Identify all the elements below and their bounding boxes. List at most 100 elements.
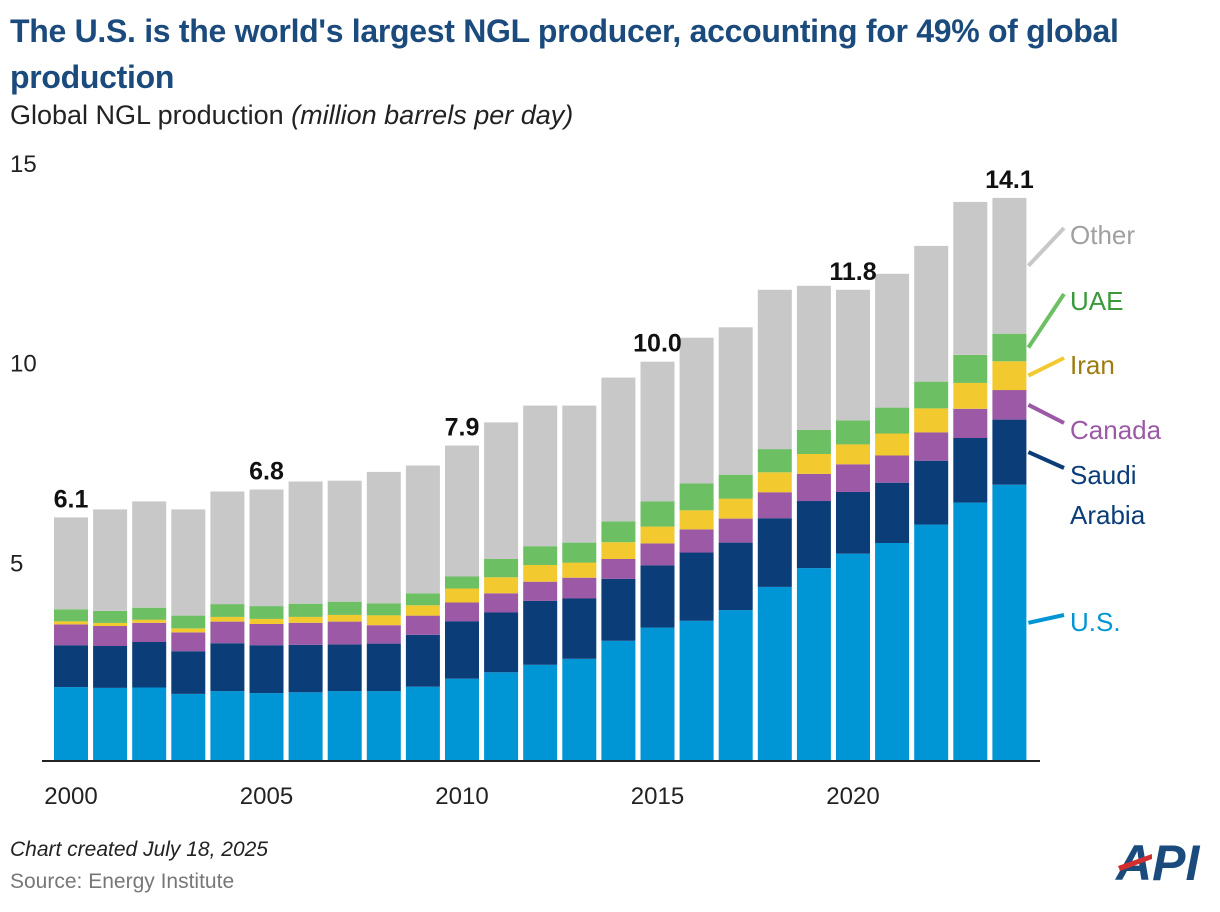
bar-segment-canada-2008	[366, 625, 401, 644]
bar-segment-uae-2014	[601, 521, 636, 543]
bar-segment-iran-2000	[54, 621, 88, 625]
bar-segment-other-2011	[484, 422, 519, 559]
bar-segment-other-2013	[562, 405, 597, 543]
bar-segment-canada-2020	[836, 464, 870, 492]
bar-segment-iran-2006	[288, 616, 323, 623]
bar-segment-us-2011	[484, 672, 519, 761]
bar-segment-uae-2007	[327, 601, 362, 615]
bar-segment-us-2021	[875, 543, 910, 761]
bar-segment-canada-2001	[93, 626, 128, 646]
x-tick-label-2005: 2005	[240, 783, 293, 810]
bar-segment-uae-2004	[210, 604, 245, 617]
bar-segment-iran-2017	[718, 498, 753, 519]
bar-segment-saudi-2023	[953, 437, 988, 503]
bar-segment-other-2006	[288, 481, 323, 604]
bar-segment-uae-2020	[836, 420, 870, 445]
bar-segment-saudi-2001	[93, 646, 128, 688]
x-tick-label-2020: 2020	[826, 783, 879, 810]
bar-segment-canada-2010	[445, 602, 479, 622]
chart-subtitle: Global NGL production (million barrels p…	[10, 100, 573, 131]
bar-segment-saudi-2008	[366, 643, 401, 692]
bar-segment-other-2004	[210, 491, 245, 605]
total-label-2005: 6.8	[249, 458, 284, 486]
bar-segment-iran-2012	[523, 564, 558, 582]
bar-segment-canada-2013	[562, 577, 597, 599]
bar-segment-other-2018	[757, 289, 792, 450]
bar-segment-us-2022	[914, 524, 949, 761]
bar-segment-us-2015	[640, 627, 675, 761]
bar-segment-iran-2015	[640, 526, 675, 544]
bar-segment-uae-2001	[93, 610, 128, 623]
legend-leader-uae	[1026, 292, 1066, 349]
bar-segment-uae-2018	[757, 449, 792, 473]
total-label-2024: 14.1	[985, 166, 1034, 194]
bar-segment-saudi-2005	[249, 645, 284, 694]
bar-segment-other-2022	[914, 245, 949, 382]
legend-label-us: U.S.	[1070, 607, 1121, 637]
bar-segment-uae-2021	[875, 407, 910, 434]
bar-segment-uae-2003	[171, 615, 206, 629]
bar-segment-us-2016	[679, 620, 714, 761]
bar-segment-saudi-2009	[405, 634, 440, 687]
bar-segment-us-2007	[327, 691, 362, 761]
bar-segment-saudi-2013	[562, 598, 597, 659]
bar-segment-iran-2023	[953, 382, 988, 409]
bar-segment-uae-2010	[445, 576, 479, 589]
bar-segment-other-2001	[93, 509, 128, 611]
bar-segment-canada-2017	[718, 518, 753, 543]
bar-segment-uae-2023	[953, 354, 988, 383]
bars-group	[54, 197, 1027, 761]
bar-segment-us-2024	[992, 484, 1027, 761]
bar-segment-canada-2000	[54, 624, 88, 646]
legend-leader-canada	[1027, 403, 1065, 425]
bar-segment-iran-2011	[484, 577, 519, 594]
bar-segment-canada-2007	[327, 621, 362, 645]
legend-label-saudi: Saudi Arabia	[1070, 460, 1146, 530]
bar-segment-other-2003	[171, 509, 206, 616]
bar-segment-other-2014	[601, 377, 636, 522]
bar-segment-canada-2021	[875, 455, 910, 483]
bar-segment-uae-2024	[992, 333, 1027, 362]
bar-segment-us-2012	[523, 664, 558, 761]
bar-segment-saudi-2017	[718, 542, 753, 611]
bar-segment-us-2003	[171, 693, 206, 761]
bar-segment-iran-2003	[171, 628, 206, 633]
bar-segment-uae-2016	[679, 483, 714, 511]
bar-segment-other-2008	[366, 471, 401, 604]
bar-segment-uae-2002	[132, 607, 167, 620]
bar-segment-iran-2016	[679, 510, 714, 530]
bar-segment-uae-2019	[796, 430, 831, 454]
bar-segment-iran-2021	[875, 433, 910, 456]
bar-segment-other-2023	[953, 201, 988, 355]
bar-segment-saudi-2007	[327, 644, 362, 692]
bar-segment-us-2019	[796, 568, 831, 761]
bar-segment-us-2008	[366, 691, 401, 761]
total-label-2010: 7.9	[445, 414, 480, 442]
bar-segment-uae-2022	[914, 381, 949, 409]
subtitle-text: Global NGL production	[10, 100, 292, 130]
bar-segment-us-2004	[210, 691, 245, 761]
bar-segment-uae-2017	[718, 474, 753, 499]
bar-segment-us-2002	[132, 687, 167, 761]
bar-segment-other-2017	[718, 327, 753, 475]
legend-label-iran: Iran	[1070, 350, 1115, 380]
api-logo-stripe	[1118, 854, 1152, 871]
bar-segment-us-2013	[562, 658, 597, 761]
bar-segment-uae-2011	[484, 558, 519, 578]
legend: U.S. Saudi Arabia Canada Iran UAE Other	[1026, 220, 1162, 637]
bar-segment-us-2000	[54, 687, 88, 761]
legend-leader-us	[1027, 613, 1065, 625]
api-logo: API	[1114, 835, 1200, 886]
bar-segment-saudi-2014	[601, 578, 636, 641]
bar-segment-saudi-2016	[679, 552, 714, 621]
total-label-2000: 6.1	[54, 485, 89, 513]
bar-segment-us-2014	[601, 640, 636, 761]
bar-segment-other-2019	[796, 285, 831, 430]
bar-segment-other-2021	[875, 273, 910, 408]
y-tick-label-10: 10	[10, 351, 37, 378]
bar-segment-canada-2011	[484, 593, 519, 613]
bar-segment-canada-2003	[171, 632, 206, 652]
bar-segment-canada-2002	[132, 622, 167, 642]
bar-segment-us-2023	[953, 502, 988, 761]
